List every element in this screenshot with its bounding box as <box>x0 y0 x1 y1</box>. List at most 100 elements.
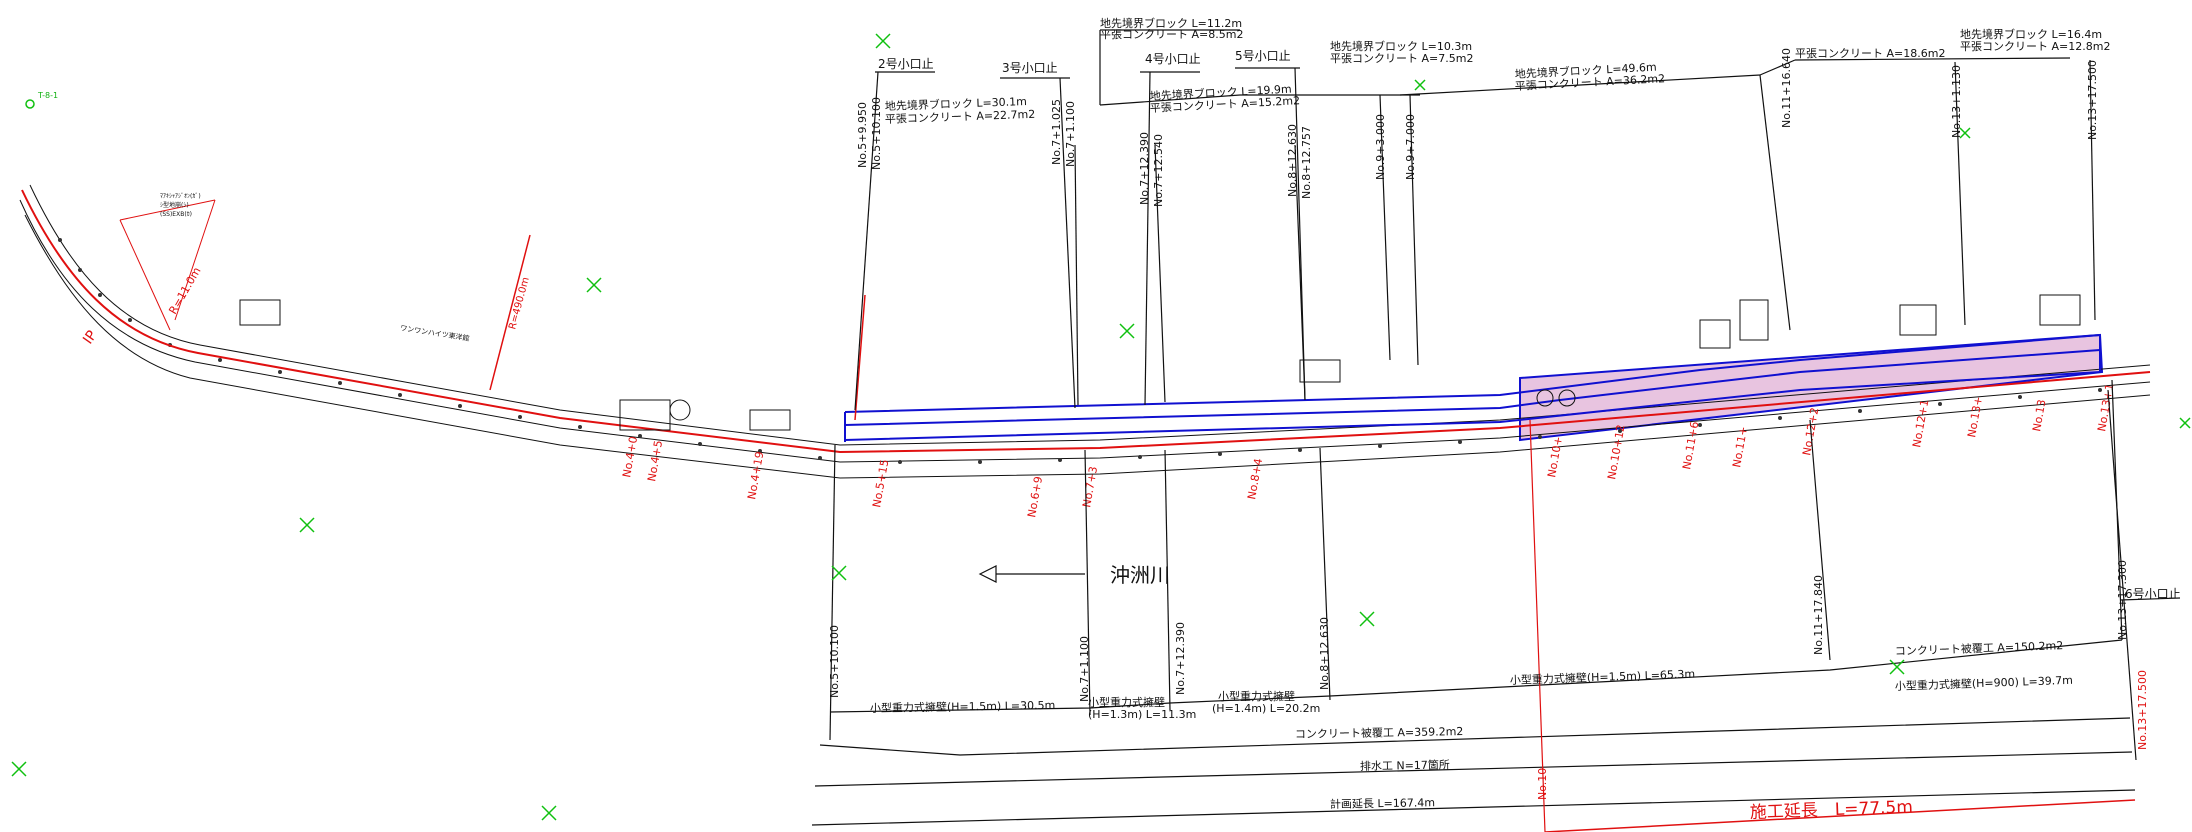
dimension-labels: 小型重力式擁壁(H=1.5m) L=30.5m 小型重力式擁壁 (H=1.3m)… <box>870 639 2073 823</box>
river-label: 沖洲川 <box>1110 563 1170 587</box>
red-station: No.10+ <box>1545 435 1565 478</box>
construction-line <box>1529 419 1546 832</box>
top-station-labels: No.5+9.950 No.5+10.100 No.7+1.025 No.7+1… <box>856 48 2099 207</box>
top-station: No.9+3.000 <box>1374 114 1387 180</box>
top-station: No.5+10.100 <box>870 97 883 170</box>
x-marker-icon <box>541 805 557 821</box>
ip-detail: IP R=11.0m ﾏｱｷｼｬｱｼﾞｵﾝ(ｶﾞ) ｼ型地崩(ｼ) (SS)EX… <box>80 193 216 347</box>
planned-length: 計画延長 L=167.4m <box>1330 795 1435 811</box>
top-station: No.7+12.390 <box>1138 132 1151 205</box>
top-callouts: 2号小口止 3号小口止 4号小口止 5号小口止 6号小口止 地先境界ブロック L… <box>878 16 2181 601</box>
curve-line <box>489 234 531 391</box>
bottom-station-red: No.13+17.500 <box>2136 670 2149 750</box>
x-marker-icon <box>875 33 891 49</box>
retaining-4: 小型重力式擁壁(H=1.5m) L=65.3m <box>1510 667 1696 687</box>
red-station: No.7+3 <box>1080 465 1100 508</box>
top-station: No.13+1.130 <box>1950 65 1963 138</box>
curve-label: R=490.0m <box>507 276 532 331</box>
block-a-1: 地先境界ブロック L=30.1m <box>885 94 1027 113</box>
embankment <box>19 184 2151 479</box>
retaining-2a: 小型重力式擁壁 <box>1088 695 1165 709</box>
bottom-station: No.7+1.100 <box>1078 636 1091 702</box>
top-station: No.8+12.757 <box>1300 126 1313 199</box>
weir-4: 4号小口止 <box>1145 52 1201 66</box>
red-station: No.4+0 <box>620 435 640 478</box>
ip-label: IP <box>80 328 100 347</box>
red-station: No.11+6 <box>1680 421 1701 471</box>
box-label-1: ﾏｱｷｼｬｱｼﾞｵﾝ(ｶﾞ) <box>160 193 201 200</box>
box-label-2: ｼ型地崩(ｼ) <box>160 201 189 209</box>
x-marker-icon <box>1414 79 1426 91</box>
survey-markers <box>11 33 2191 821</box>
bottom-leaders <box>811 379 2181 826</box>
bottom-station: No.8+12.630 <box>1318 617 1331 690</box>
retaining-3b: (H=1.4m) L=20.2m <box>1212 702 1320 715</box>
top-station: No.7+1.100 <box>1064 101 1077 167</box>
block-d-1: 地先境界ブロック L=10.3m <box>1330 39 1472 53</box>
x-marker-icon <box>1959 127 1971 139</box>
construction-dim <box>1544 799 2136 832</box>
block-a-2: 平張コンクリート A=22.7m2 <box>885 108 1036 126</box>
bottom-station: No.13+17.300 <box>2116 560 2129 640</box>
top-station: No.8+12.630 <box>1286 124 1299 197</box>
top-leaders <box>854 29 2096 411</box>
red-station: No.5+15 <box>870 459 891 509</box>
retaining-5: 小型重力式擁壁(H=900) L=39.7m <box>1895 673 2074 693</box>
bottom-station-labels: No.5+10.100 No.7+1.100 No.7+12.390 No.8+… <box>828 560 2149 800</box>
top-station: No.11+16.640 <box>1780 48 1793 128</box>
block-g-1: 地先境界ブロック L=16.4m <box>1960 27 2102 41</box>
weir-6: 6号小口止 <box>2125 587 2181 601</box>
red-station: No.12+1 <box>1910 399 1931 449</box>
block-b-2: 平張コンクリート A=8.5m2 <box>1100 28 1243 41</box>
weir-2: 2号小口止 <box>878 57 934 71</box>
top-station: No.7+1.025 <box>1050 99 1063 165</box>
red-station: No.4+19 <box>745 451 766 501</box>
concrete-cover-right: コンクリート被覆工 A=150.2m2 <box>1895 639 2064 658</box>
top-station: No.7+12.540 <box>1152 134 1165 207</box>
concrete-cover-total: コンクリート被覆工 A=359.2m2 <box>1295 725 1464 741</box>
red-station: No.13+ <box>1965 395 1985 438</box>
retaining-1: 小型重力式擁壁(H=1.5m) L=30.5m <box>870 698 1056 715</box>
red-station: No.4+5 <box>645 439 665 482</box>
drainage: 排水工 N=17箇所 <box>1360 757 1450 773</box>
green-tag: T-8-1 <box>37 91 58 100</box>
red-station: No.8+4 <box>1245 457 1265 500</box>
top-station: No.13+17.500 <box>2086 60 2099 140</box>
structures <box>239 294 2081 431</box>
red-station: No.10+12 <box>1605 424 1627 481</box>
x-marker-icon <box>831 565 847 581</box>
x-marker-icon <box>1359 611 1375 627</box>
river-arrow <box>978 565 1085 583</box>
red-station: No.13 <box>2030 398 2048 432</box>
bottom-station: No.5+10.100 <box>828 625 841 698</box>
red-station-labels: No.4+0 No.4+5 No.4+19 No.5+15 No.6+9 No.… <box>620 383 2116 519</box>
curve-line-2 <box>854 294 866 421</box>
bottom-station: No.7+12.390 <box>1174 622 1187 695</box>
road-label: ワンワンハイツ東洋館 <box>400 323 470 343</box>
bottom-station: No.11+17.840 <box>1812 575 1825 655</box>
x-marker-icon <box>586 277 602 293</box>
station-no10: No.10 <box>1536 768 1549 800</box>
x-marker-icon <box>11 761 27 777</box>
block-f-1: 平張コンクリート A=18.6m2 <box>1795 47 1945 60</box>
retaining-3a: 小型重力式擁壁 <box>1218 689 1295 703</box>
survey-point-icon <box>25 99 35 109</box>
weir-3: 3号小口止 <box>1002 61 1058 75</box>
block-g-2: 平張コンクリート A=12.8m2 <box>1960 40 2110 53</box>
block-d-2: 平張コンクリート A=7.5m2 <box>1330 52 1473 65</box>
construction-length: 施工延長 L=77.5m <box>1749 797 1913 823</box>
x-marker-icon <box>299 517 315 533</box>
radius-label: R=11.0m <box>166 265 203 317</box>
weir-5: 5号小口止 <box>1235 49 1291 63</box>
survey-line <box>21 189 2151 454</box>
x-marker-icon <box>1119 323 1135 339</box>
red-station: No.6+9 <box>1025 475 1045 518</box>
alignment-lines <box>844 334 2101 442</box>
top-station: No.9+7.000 <box>1404 114 1417 180</box>
box-label-3: (SS)EXB(ｶ) <box>160 211 192 218</box>
retaining-2b: (H=1.3m) L=11.3m <box>1088 708 1196 721</box>
top-station: No.5+9.950 <box>856 102 869 168</box>
riprap-dots <box>58 238 2102 464</box>
block-b-1: 地先境界ブロック L=11.2m <box>1100 16 1242 30</box>
